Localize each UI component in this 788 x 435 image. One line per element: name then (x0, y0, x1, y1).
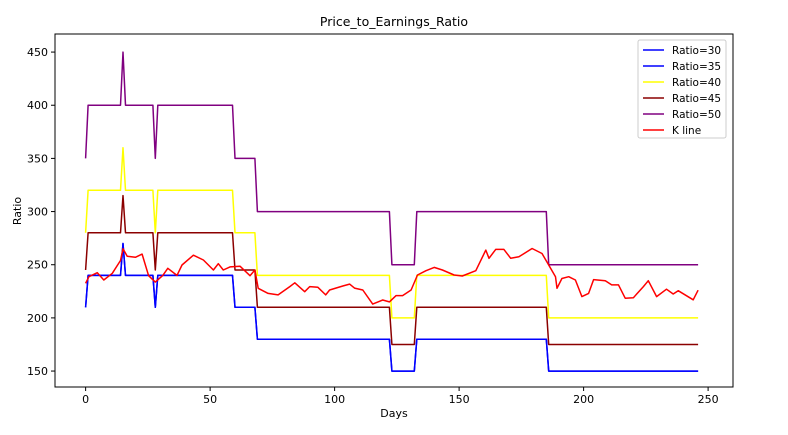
x-tick-label: 200 (573, 393, 594, 406)
axes-frame (54, 33, 734, 388)
y-tick-label: 200 (27, 312, 48, 325)
series-line-ratio-35 (84, 242, 699, 372)
x-axis-label: Days (380, 407, 408, 420)
y-tick-label: 400 (27, 99, 48, 112)
y-axis-ticks: 150 200 250 300 350 400 450 (27, 46, 55, 378)
series-line-ratio-50 (84, 51, 699, 266)
x-tick-label: 50 (203, 393, 217, 406)
y-tick-label: 450 (27, 46, 48, 59)
y-tick-label: 250 (27, 259, 48, 272)
series-lines (84, 51, 699, 372)
x-axis-ticks: 0 50 100 150 200 250 (82, 387, 719, 406)
y-tick-label: 150 (27, 365, 48, 378)
legend-label-ratio-50: Ratio=50 (672, 109, 721, 121)
chart-title: Price_to_Earnings_Ratio (320, 14, 468, 29)
legend-label-ratio-30: Ratio=30 (672, 45, 721, 57)
legend-label-ratio-40: Ratio=40 (672, 77, 721, 89)
series-line-ratio-45 (84, 194, 699, 346)
x-tick-label: 250 (698, 393, 719, 406)
y-tick-label: 350 (27, 152, 48, 165)
legend: Ratio=30 Ratio=35 Ratio=40 Ratio=45 Ratio=50… (637, 39, 727, 139)
y-axis-label: Ratio (11, 197, 24, 226)
x-tick-label: 100 (324, 393, 345, 406)
series-line-k-line (84, 247, 699, 305)
legend-label-ratio-45: Ratio=45 (672, 93, 721, 105)
y-tick-label: 300 (27, 206, 48, 219)
x-tick-label: 0 (82, 393, 89, 406)
x-tick-label: 150 (449, 393, 470, 406)
legend-label-k-line: K line (672, 125, 701, 137)
legend-label-ratio-35: Ratio=35 (672, 61, 721, 73)
